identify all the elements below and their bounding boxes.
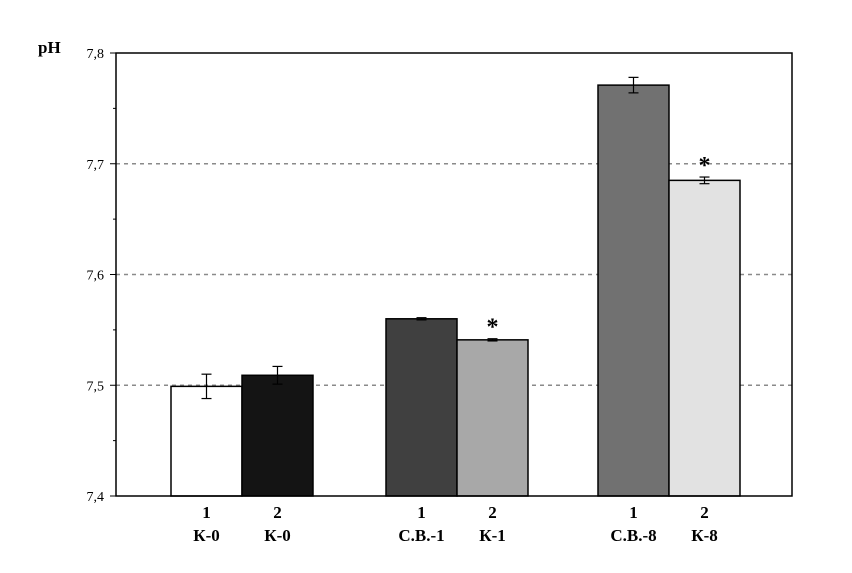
bar-number-label: 1 <box>417 503 426 522</box>
y-tick-label: 7,5 <box>87 379 105 394</box>
y-tick-label: 7,7 <box>87 158 105 173</box>
bar-number-label: 2 <box>273 503 282 522</box>
bar-number-label: 2 <box>488 503 497 522</box>
bar-number-label: 2 <box>700 503 709 522</box>
y-tick-label: 7,6 <box>87 269 105 284</box>
bar-name-label: С.В.-8 <box>610 526 656 545</box>
significance-marker: * <box>699 153 711 179</box>
bar <box>668 179 741 497</box>
bar <box>241 374 314 497</box>
error-bars: ** <box>201 76 711 400</box>
plot-frame <box>115 52 793 497</box>
bar <box>597 84 670 497</box>
bar <box>170 385 243 497</box>
y-axis-label: pH <box>38 38 61 57</box>
bar <box>385 318 458 497</box>
bar <box>456 339 529 497</box>
bar-name-label: С.В.-1 <box>398 526 444 545</box>
bar-name-label: К-1 <box>479 526 506 545</box>
bar-name-label: К-8 <box>691 526 718 545</box>
bars <box>170 84 741 497</box>
bar-number-label: 1 <box>629 503 638 522</box>
bar-name-label: К-0 <box>264 526 291 545</box>
y-tick-label: 7,4 <box>87 490 105 505</box>
y-tick-label: 7,8 <box>87 47 105 62</box>
y-axis-ticks: 7,4 7,5 7,6 7,7 7,8 <box>87 47 116 505</box>
bar-name-label: К-0 <box>193 526 220 545</box>
bar-number-label: 1 <box>202 503 211 522</box>
significance-marker: * <box>487 315 499 341</box>
x-axis-labels: 1 К-0 2 К-0 1 С.В.-1 2 К-1 1 С.В.-8 2 К-8 <box>193 503 718 545</box>
